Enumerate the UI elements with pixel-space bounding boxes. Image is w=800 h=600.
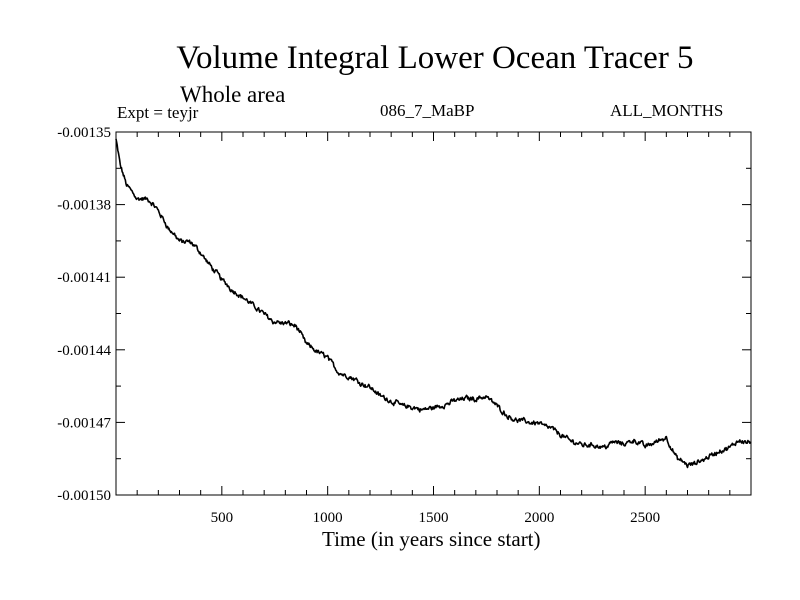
x-tick-label: 2500	[630, 510, 660, 526]
chart-subtitle: Whole area	[180, 82, 286, 107]
x-tick-label: 1000	[313, 510, 343, 526]
axis-tick-labels: 500 1000 1500 2000 2500 -0.00135 -0.00138 -0.00…	[57, 125, 660, 526]
x-tick-label: 1500	[419, 510, 449, 526]
period-label: 086_7_MaBP	[380, 101, 475, 120]
y-tick-label: -0.00144	[57, 343, 111, 359]
months-label: ALL_MONTHS	[610, 101, 724, 120]
y-tick-label: -0.00141	[57, 270, 111, 286]
chart-title: Volume Integral Lower Ocean Tracer 5	[176, 40, 694, 76]
y-tick-label: -0.00135	[57, 125, 111, 141]
series-layer	[115, 138, 752, 469]
y-tick-label: -0.00150	[57, 488, 111, 504]
y-tick-label: -0.00147	[57, 415, 111, 431]
series-line	[115, 138, 752, 469]
x-axis-label: Time (in years since start)	[322, 527, 541, 551]
axis-ticks	[116, 131, 751, 496]
x-tick-label: 500	[211, 510, 234, 526]
experiment-label: Expt = teyjr	[117, 103, 199, 122]
x-tick-label: 2000	[524, 510, 554, 526]
y-tick-label: -0.00138	[57, 198, 111, 214]
